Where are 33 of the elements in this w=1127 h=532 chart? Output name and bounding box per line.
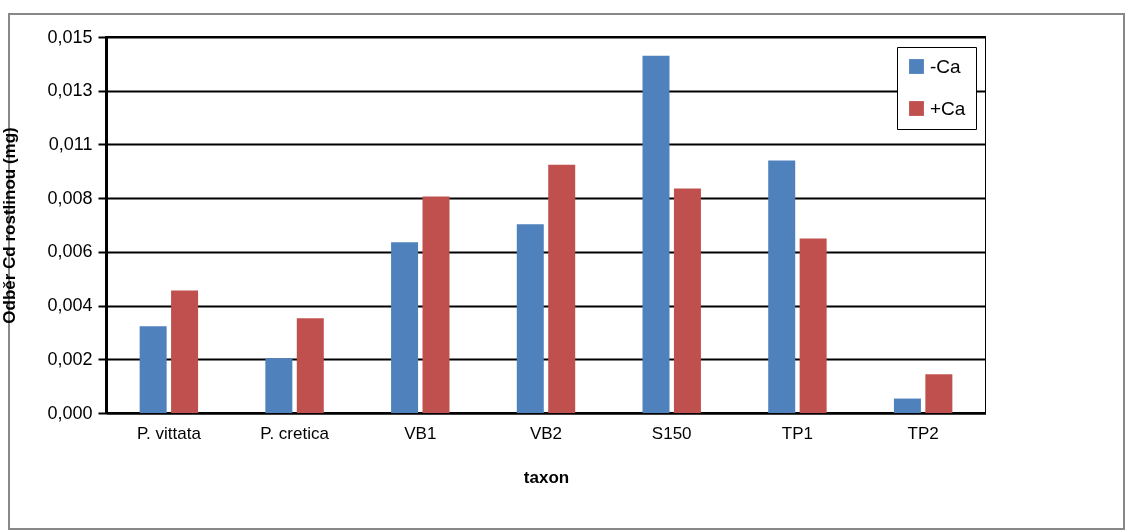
- x-tick-label: VB1: [404, 423, 437, 443]
- y-tick-label: 0,011: [48, 133, 93, 154]
- y-tick-label: 0,002: [47, 348, 93, 369]
- bar: [422, 196, 450, 413]
- y-tick-label: 0,015: [47, 26, 93, 47]
- x-axis-title: taxon: [523, 467, 570, 487]
- bar: [548, 164, 576, 413]
- y-tick-label: 0,004: [47, 295, 93, 316]
- bar: [139, 326, 167, 413]
- bar: [296, 318, 324, 413]
- y-tick-label: 0,013: [47, 80, 93, 101]
- x-tick-label: P. vittata: [136, 423, 202, 443]
- x-tick-label: S150: [651, 423, 692, 443]
- bar: [171, 290, 199, 413]
- bar: [893, 398, 921, 413]
- y-tick-label: 0,008: [47, 187, 93, 208]
- bar: [768, 160, 796, 413]
- y-axis-title: Odběr Cd rostlinou (mg): [0, 127, 20, 324]
- bar: [925, 374, 953, 413]
- bar: [642, 55, 670, 413]
- x-tick-label: TP1: [781, 423, 814, 443]
- x-tick-label: P. cretica: [260, 423, 330, 443]
- bar: [799, 238, 827, 413]
- y-tick-label: 0,000: [47, 402, 93, 423]
- bar: [391, 242, 419, 413]
- bar: [265, 358, 293, 413]
- legend-label: -Ca: [930, 55, 962, 77]
- y-tick-label: 0,006: [47, 241, 93, 262]
- x-tick-label: TP2: [907, 423, 939, 443]
- legend-label: +Ca: [930, 97, 966, 119]
- bar: [673, 188, 701, 413]
- bar: [516, 224, 544, 413]
- x-tick-label: VB2: [529, 423, 563, 443]
